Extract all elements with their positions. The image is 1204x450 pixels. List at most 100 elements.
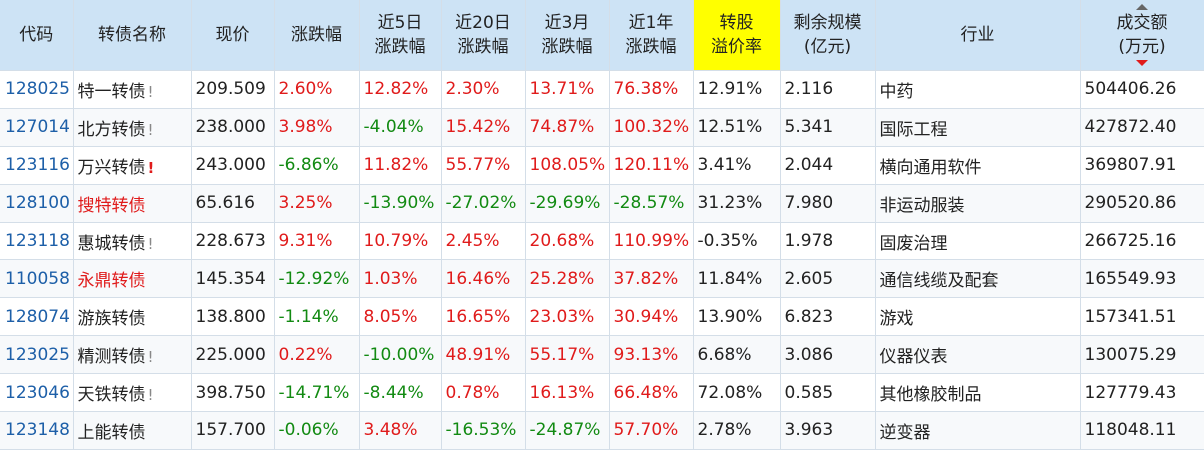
y1-cell: 120.11% [609,146,694,185]
remaining-cell: 2.605 [780,259,876,299]
price-cell: 145.354 [191,259,275,299]
table-row[interactable]: 123025 精测转债! 225.000 0.22% -10.00% 48.91% 55.1… [0,335,1204,375]
industry-cell[interactable]: 其他橡胶制品 [875,373,1081,413]
remaining-cell: 6.823 [780,297,876,337]
industry-cell[interactable]: 仪器仪表 [875,335,1081,375]
bond-name[interactable]: 游族转债 [73,297,192,337]
industry-cell[interactable]: 通信线缆及配套 [875,259,1081,299]
m3-cell: -29.69% [525,184,610,223]
col-header-code[interactable]: 代码 [0,0,74,71]
y1-cell: 66.48% [609,373,694,413]
m3-cell: -24.87% [525,411,610,450]
d20-cell: -27.02% [441,184,526,223]
d5-cell: 1.03% [359,259,442,299]
industry-cell[interactable]: 游戏 [875,297,1081,337]
bond-code[interactable]: 123025 [0,335,74,375]
table-row[interactable]: 128100 搜特转债 65.616 3.25% -13.90% -27.02% -29.6… [0,184,1204,223]
m3-cell: 20.68% [525,222,610,261]
bond-name[interactable]: 天铁转债! [73,373,192,413]
d20-cell: 2.45% [441,222,526,261]
premium-cell: 72.08% [693,373,781,413]
change-cell: 2.60% [274,70,360,109]
d5-cell: -4.04% [359,108,442,147]
bond-code[interactable]: 123046 [0,373,74,413]
bond-name[interactable]: 上能转债 [73,411,192,450]
premium-cell: 12.91% [693,70,781,109]
col-header-volume[interactable]: 成交额 (万元) [1080,0,1204,71]
y1-cell: -28.57% [609,184,694,223]
warning-icon[interactable]: ! [147,82,154,101]
bond-code[interactable]: 127014 [0,108,74,147]
y1-cell: 30.94% [609,297,694,337]
industry-cell[interactable]: 中药 [875,70,1081,109]
warning-icon[interactable]: ! [147,386,154,405]
table-row[interactable]: 123118 惠城转债! 228.673 9.31% 10.79% 2.45% 20.68%… [0,222,1204,261]
col-header-premium[interactable]: 转股 溢价率 [693,0,781,71]
remaining-cell: 2.044 [780,146,876,185]
change-cell: -0.06% [274,411,360,450]
table-row[interactable]: 123116 万兴转债! 243.000 -6.86% 11.82% 55.77% 108.… [0,146,1204,185]
bond-code[interactable]: 123148 [0,411,74,450]
table-row[interactable]: 128074 游族转债 138.800 -1.14% 8.05% 16.65% 23.03%… [0,297,1204,337]
table-row[interactable]: 127014 北方转债! 238.000 3.98% -4.04% 15.42% 74.87… [0,108,1204,147]
price-cell: 228.673 [191,222,275,261]
col-header-5d-change[interactable]: 近5日 涨跌幅 [359,0,442,71]
change-cell: 0.22% [274,335,360,375]
bond-name[interactable]: 万兴转债! [73,146,192,185]
col-header-change[interactable]: 涨跌幅 [274,0,360,71]
volume-cell: 127779.43 [1080,373,1204,413]
industry-cell[interactable]: 国际工程 [875,108,1081,147]
sort-up-icon[interactable] [1136,4,1148,10]
bond-code[interactable]: 128100 [0,184,74,223]
bond-name-label: 天铁转债 [77,385,146,406]
table-row[interactable]: 123148 上能转债 157.700 -0.06% 3.48% -16.53% -24.8… [0,411,1204,450]
price-cell: 238.000 [191,108,275,147]
bond-name[interactable]: 永鼎转债 [73,259,192,299]
col-header-1y-change[interactable]: 近1年 涨跌幅 [609,0,694,71]
remaining-cell: 3.963 [780,411,876,450]
col-header-name[interactable]: 转债名称 [73,0,192,71]
bond-name[interactable]: 惠城转债! [73,222,192,261]
d20-cell: -16.53% [441,411,526,450]
bond-code[interactable]: 123118 [0,222,74,261]
y1-cell: 93.13% [609,335,694,375]
bond-name[interactable]: 搜特转债 [73,184,192,223]
y1-cell: 110.99% [609,222,694,261]
col-header-20d-change[interactable]: 近20日 涨跌幅 [441,0,526,71]
bond-name[interactable]: 精测转债! [73,335,192,375]
premium-cell: 2.78% [693,411,781,450]
bond-code[interactable]: 128025 [0,70,74,109]
industry-cell[interactable]: 固废治理 [875,222,1081,261]
industry-cell[interactable]: 横向通用软件 [875,146,1081,185]
table-row[interactable]: 110058 永鼎转债 145.354 -12.92% 1.03% 16.46% 25.28… [0,259,1204,299]
warning-icon[interactable]: ! [147,234,154,253]
col-header-price[interactable]: 现价 [191,0,275,71]
change-cell: 3.25% [274,184,360,223]
volume-cell: 504406.26 [1080,70,1204,109]
header-row: 代码 转债名称 现价 涨跌幅 近5日 涨跌幅 近20日 涨跌幅 近3月 涨跌幅 近1年… [0,0,1204,71]
change-cell: 3.98% [274,108,360,147]
bond-code[interactable]: 128074 [0,297,74,337]
price-cell: 243.000 [191,146,275,185]
industry-cell[interactable]: 非运动服装 [875,184,1081,223]
bond-code[interactable]: 110058 [0,259,74,299]
col-header-remaining[interactable]: 剩余规模 (亿元) [780,0,876,71]
table-row[interactable]: 123046 天铁转债! 398.750 -14.71% -8.44% 0.78% 16.1… [0,373,1204,413]
industry-cell[interactable]: 逆变器 [875,411,1081,450]
change-cell: 9.31% [274,222,360,261]
bond-code[interactable]: 123116 [0,146,74,185]
sort-down-icon[interactable] [1136,60,1148,66]
warning-icon[interactable]: ! [147,120,154,139]
col-header-industry[interactable]: 行业 [875,0,1081,71]
warning-icon[interactable]: ! [147,158,155,177]
remaining-cell: 7.980 [780,184,876,223]
volume-cell: 130075.29 [1080,335,1204,375]
table-row[interactable]: 128025 特一转债! 209.509 2.60% 12.82% 2.30% 13.71%… [0,70,1204,109]
d20-cell: 48.91% [441,335,526,375]
warning-icon[interactable]: ! [147,348,154,367]
col-header-3m-change[interactable]: 近3月 涨跌幅 [525,0,610,71]
bond-name[interactable]: 北方转债! [73,108,192,147]
bond-name[interactable]: 特一转债! [73,70,192,109]
m3-cell: 16.13% [525,373,610,413]
